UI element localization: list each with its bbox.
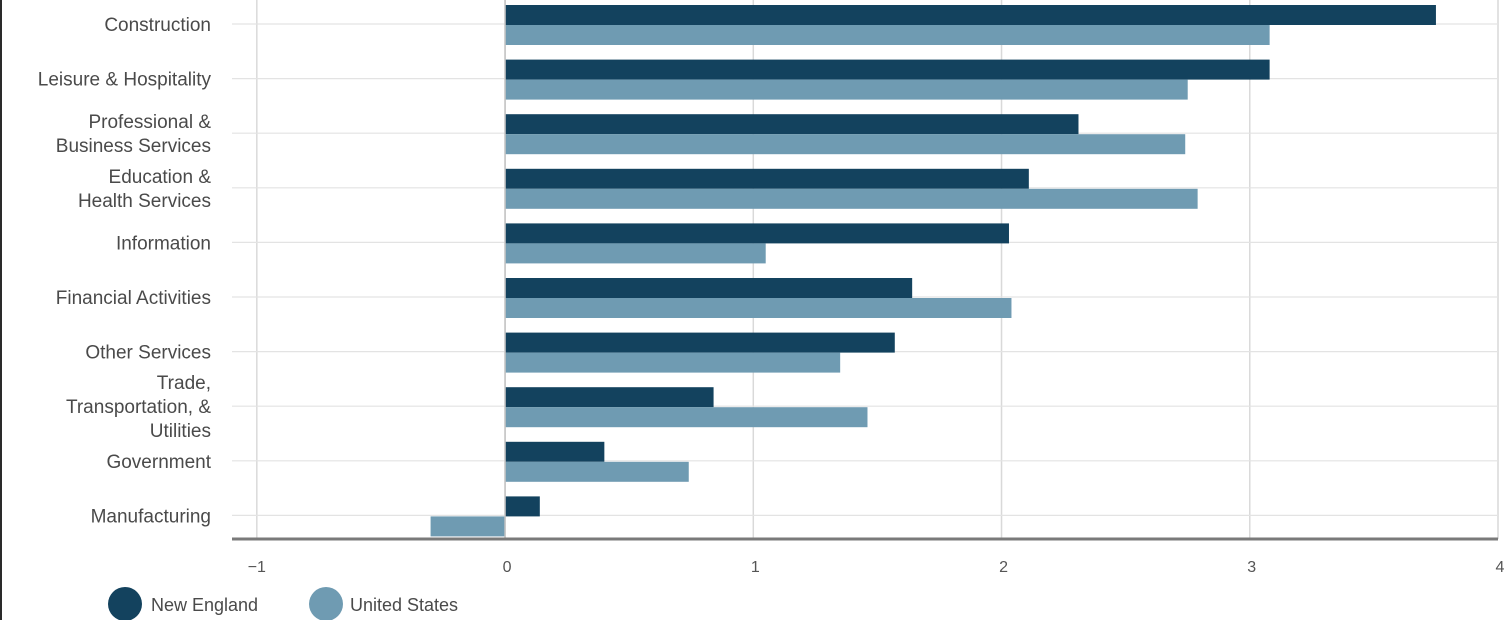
x-tick-label: 4 — [1496, 559, 1505, 576]
bar-new-england — [505, 387, 714, 408]
category-label: Construction — [104, 15, 211, 36]
bar-united-states — [505, 134, 1186, 155]
category-label: Information — [116, 233, 211, 254]
bar-united-states — [505, 298, 1012, 318]
bar-new-england — [505, 496, 540, 517]
category-label: Transportation, & — [66, 397, 211, 418]
bar-united-states — [505, 407, 868, 428]
x-tick-label: −1 — [248, 559, 266, 576]
frame-left-border — [0, 0, 2, 620]
category-label: Health Services — [78, 191, 211, 212]
bar-united-states — [505, 243, 766, 264]
legend-label: New England — [151, 595, 258, 615]
bar-united-states — [505, 25, 1270, 45]
bar-new-england — [505, 59, 1270, 80]
bar-united-states — [505, 188, 1198, 209]
bar-united-states — [505, 352, 841, 373]
legend-label: United States — [350, 595, 458, 615]
category-label: Trade, — [157, 373, 211, 394]
bar-new-england — [505, 168, 1029, 189]
category-label: Government — [106, 452, 211, 473]
x-tick-label: 0 — [503, 559, 512, 576]
category-label: Financial Activities — [56, 288, 211, 309]
category-label: Other Services — [85, 343, 211, 364]
bar-new-england — [505, 5, 1436, 25]
category-label: Leisure & Hospitality — [38, 70, 212, 91]
category-label: Professional & — [88, 112, 211, 133]
bar-new-england — [505, 278, 913, 298]
bar-new-england — [505, 332, 895, 353]
bar-new-england — [505, 441, 605, 462]
x-tick-label: 1 — [751, 559, 760, 576]
legend-swatch-united-states — [309, 587, 343, 620]
bar-united-states — [505, 79, 1188, 100]
category-label: Utilities — [150, 421, 211, 442]
legend-swatch-new-england — [108, 587, 142, 620]
category-label: Manufacturing — [91, 506, 211, 527]
category-label: Business Services — [56, 136, 211, 157]
category-label: Education & — [109, 167, 212, 188]
x-tick-label: 2 — [999, 559, 1008, 576]
bar-united-states — [505, 461, 689, 482]
x-tick-label: 3 — [1247, 559, 1256, 576]
bar-new-england — [505, 114, 1079, 135]
bar-new-england — [505, 223, 1009, 244]
bar-united-states — [430, 516, 506, 537]
